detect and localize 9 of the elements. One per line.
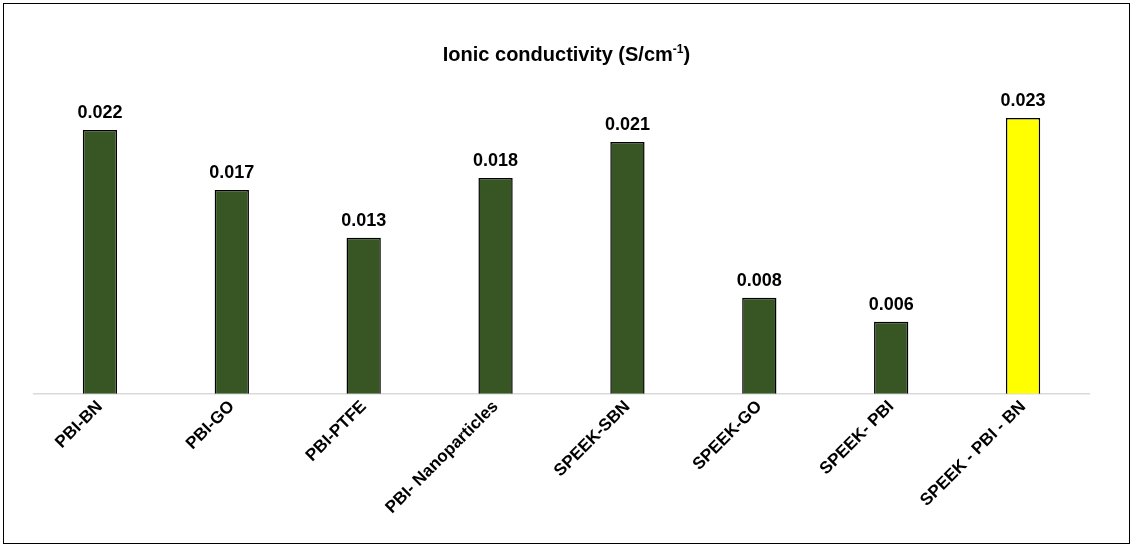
data-label: 0.006	[868, 293, 914, 314]
data-label: 0.013	[341, 209, 387, 230]
data-label: 0.017	[209, 161, 255, 182]
chart-title: Ionic conductivity (S/cm$^{-1}$)	[441, 42, 692, 66]
data-label: 0.021	[604, 113, 650, 134]
data-label: 0.022	[77, 101, 123, 122]
data-label: 0.008	[736, 269, 782, 290]
data-label: 0.023	[1000, 89, 1046, 110]
data-label: 0.018	[473, 149, 519, 170]
